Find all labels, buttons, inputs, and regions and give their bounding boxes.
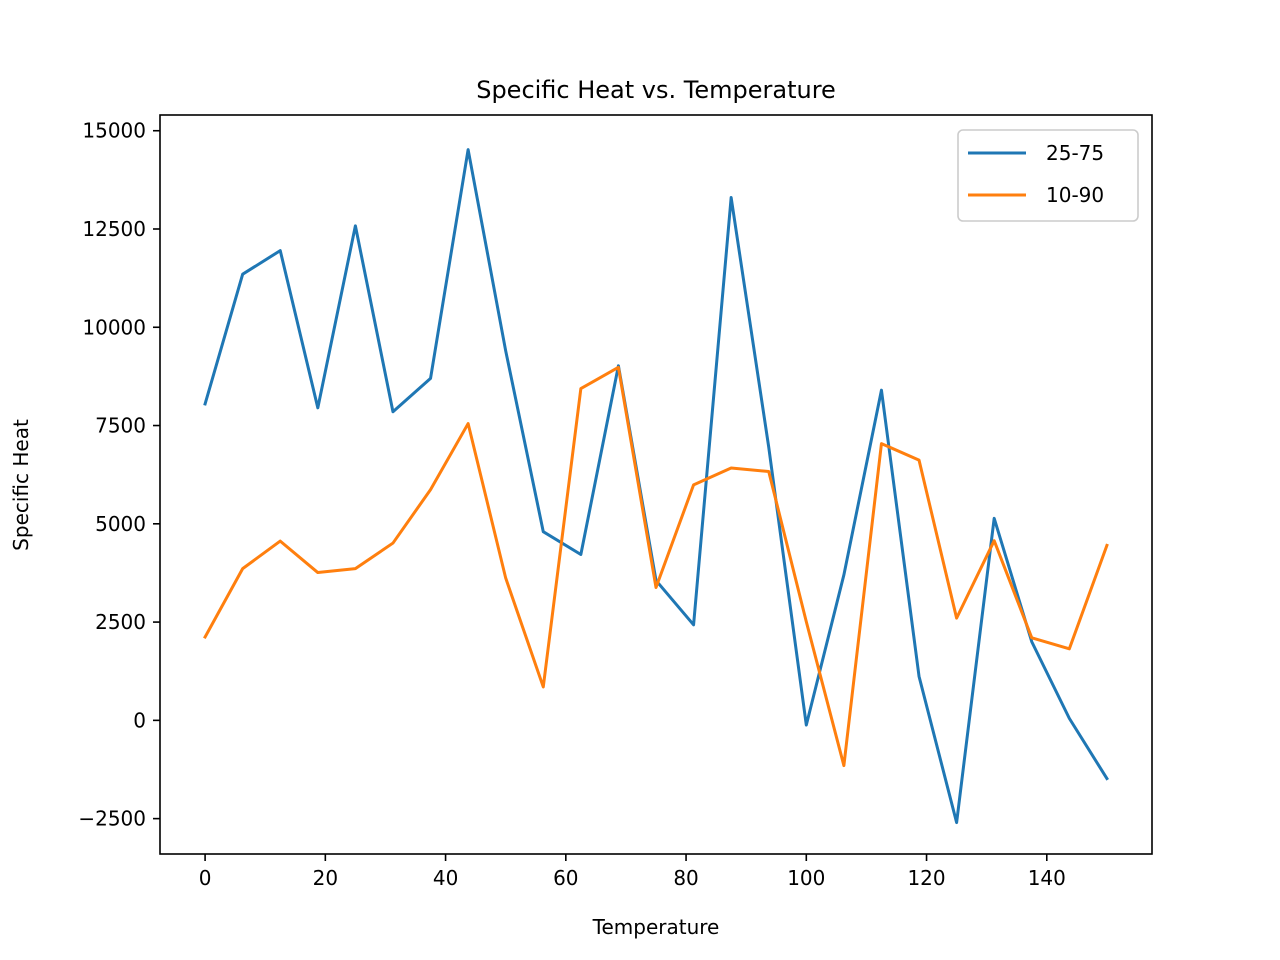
legend-label-10-90: 10-90 [1046,183,1104,207]
chart-title: Specific Heat vs. Temperature [476,76,836,104]
legend: 25-75 10-90 [957,129,1139,222]
series-line-10-90 [203,365,1109,768]
y-axis-label: Specific Heat [9,419,33,551]
y-axis-ticks: −2500 0 2500 5000 7500 10000 12500 15000 [78,119,160,831]
y-tick-label: 12500 [82,217,146,241]
x-tick-label: 80 [673,866,698,890]
x-tick-label: 0 [199,866,212,890]
x-tick-label: 60 [553,866,578,890]
y-tick-label: 7500 [95,414,146,438]
y-tick-label: −2500 [78,807,146,831]
series-layer [203,148,1109,825]
y-tick-label: 15000 [82,119,146,143]
x-axis-label: Temperature [592,915,720,939]
y-tick-label: 0 [133,708,146,732]
x-tick-label: 40 [433,866,458,890]
y-tick-label: 10000 [82,315,146,339]
x-axis-ticks: 0 20 40 60 80 100 120 140 [199,854,1066,890]
x-tick-label: 100 [787,866,825,890]
x-tick-label: 140 [1028,866,1066,890]
legend-label-25-75: 25-75 [1046,141,1104,165]
y-tick-label: 2500 [95,610,146,634]
x-tick-label: 20 [313,866,338,890]
plot-area-frame [159,114,1153,855]
y-tick-label: 5000 [95,512,146,536]
x-tick-label: 120 [907,866,945,890]
